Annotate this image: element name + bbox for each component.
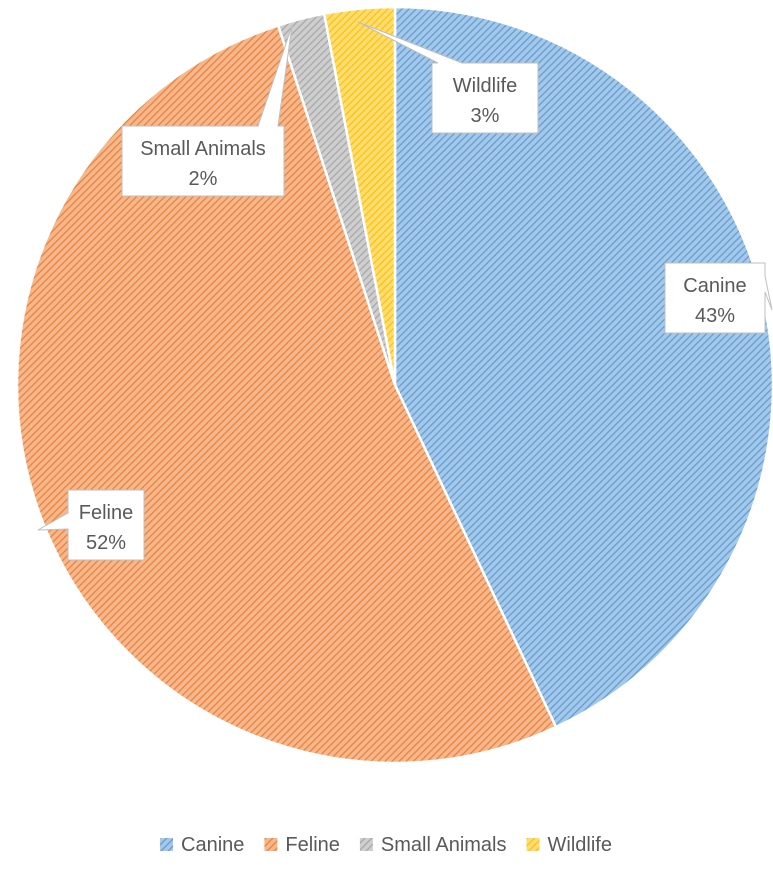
legend-label: Small Animals — [381, 834, 507, 856]
data-label-small-animals: Small Animals 2% — [121, 25, 293, 197]
data-label-callout — [664, 262, 773, 334]
data-label-name: Small Animals — [140, 138, 266, 160]
legend-item-canine: Canine — [160, 834, 244, 856]
data-label-feline: Feline 52% — [37, 489, 145, 561]
data-label-callout — [357, 21, 539, 134]
data-label-callout — [121, 25, 293, 197]
legend-swatch — [160, 838, 174, 851]
data-label-callout — [37, 489, 145, 561]
legend-label: Feline — [285, 834, 339, 856]
legend-label: Canine — [181, 834, 244, 856]
legend-label: Wildlife — [548, 834, 612, 856]
data-label-name: Feline — [79, 502, 133, 524]
data-label-name: Canine — [683, 275, 746, 297]
data-label-percent: 2% — [189, 168, 218, 190]
legend-item-feline: Feline — [264, 834, 340, 856]
data-label-canine: Canine 43% — [664, 262, 773, 334]
data-label-percent: 3% — [471, 105, 500, 127]
legend-swatch — [526, 838, 540, 851]
data-label-name: Wildlife — [453, 75, 517, 97]
pie-slices — [15, 5, 773, 765]
legend: Canine Feline Small Animals Wildlife — [160, 834, 612, 856]
slice-feline — [15, 23, 558, 765]
legend-swatch — [359, 838, 373, 851]
data-label-wildlife: Wildlife 3% — [357, 21, 539, 134]
legend-item-wildlife: Wildlife — [526, 834, 612, 856]
data-labels: Canine 43% Feline 52% Small Animals 2% Wildlif… — [37, 21, 773, 561]
legend-swatch — [264, 838, 278, 851]
data-label-percent: 52% — [86, 532, 126, 554]
legend-item-small-animals: Small Animals — [359, 834, 507, 856]
data-label-percent: 43% — [695, 305, 735, 327]
slice-wildlife — [322, 5, 397, 386]
